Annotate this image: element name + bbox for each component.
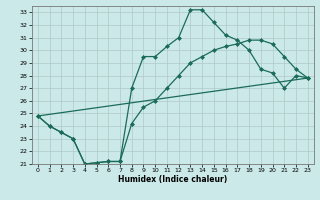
X-axis label: Humidex (Indice chaleur): Humidex (Indice chaleur) xyxy=(118,175,228,184)
